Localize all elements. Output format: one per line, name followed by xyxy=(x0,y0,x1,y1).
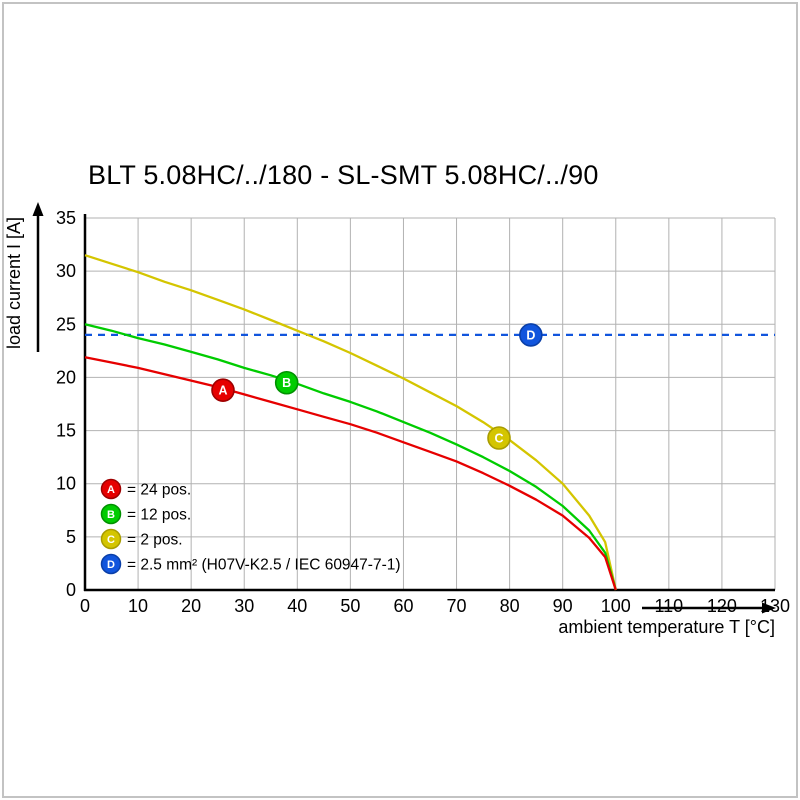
legend-marker-letter-D: D xyxy=(107,559,115,571)
legend-label-C: = 2 pos. xyxy=(127,532,183,549)
y-tick-label: 30 xyxy=(56,261,76,281)
legend-marker-letter-C: C xyxy=(107,534,115,546)
y-tick-label: 15 xyxy=(56,421,76,441)
x-tick-label: 40 xyxy=(287,596,307,616)
x-tick-label: 50 xyxy=(340,596,360,616)
series-marker-label-B: B xyxy=(282,376,291,390)
y-axis-arrow-head xyxy=(32,202,44,216)
x-tick-label: 30 xyxy=(234,596,254,616)
y-tick-label: 0 xyxy=(66,580,76,600)
y-tick-label: 10 xyxy=(56,474,76,494)
series-marker-A xyxy=(211,378,235,402)
series-curve-B xyxy=(84,323,617,591)
x-axis-arrow-head xyxy=(762,602,776,614)
series-marker-label-D: D xyxy=(526,328,535,342)
series-curve-C xyxy=(84,254,617,591)
y-tick-label: 25 xyxy=(56,314,76,334)
legend-marker-B xyxy=(100,503,122,525)
legend-label-B: = 12 pos. xyxy=(127,507,191,524)
legend-label-D: = 2.5 mm² (H07V-K2.5 / IEC 60947-7-1) xyxy=(127,557,401,574)
legend-marker-letter-B: B xyxy=(107,509,115,521)
legend-marker-C xyxy=(100,528,122,550)
x-tick-label: 20 xyxy=(181,596,201,616)
x-tick-label: 90 xyxy=(553,596,573,616)
y-tick-label: 35 xyxy=(56,208,76,228)
chart-title: BLT 5.08HC/../180 - SL-SMT 5.08HC/../90 xyxy=(88,160,599,190)
series-marker-D xyxy=(519,323,543,347)
y-tick-label: 20 xyxy=(56,367,76,387)
series-marker-B xyxy=(274,370,299,395)
legend-marker-A xyxy=(100,478,122,500)
series-marker-label-A: A xyxy=(218,384,227,398)
legend-marker-letter-A: A xyxy=(107,484,115,496)
x-axis-title: ambient temperature T [°C] xyxy=(558,617,775,637)
series-marker-label-C: C xyxy=(494,432,503,446)
y-tick-label: 5 xyxy=(66,527,76,547)
x-tick-label: 0 xyxy=(80,596,90,616)
x-tick-label: 10 xyxy=(128,596,148,616)
y-axis-title: load current I [A] xyxy=(4,217,24,349)
x-tick-label: 70 xyxy=(447,596,467,616)
x-tick-label: 60 xyxy=(393,596,413,616)
x-tick-label: 100 xyxy=(601,596,631,616)
legend-label-A: = 24 pos. xyxy=(127,482,191,499)
series-marker-C xyxy=(487,426,511,450)
x-tick-label: 120 xyxy=(707,596,737,616)
legend-marker-D xyxy=(100,553,122,575)
x-tick-label: 110 xyxy=(654,596,683,616)
series-curve-A xyxy=(84,356,617,591)
x-tick-label: 80 xyxy=(500,596,520,616)
